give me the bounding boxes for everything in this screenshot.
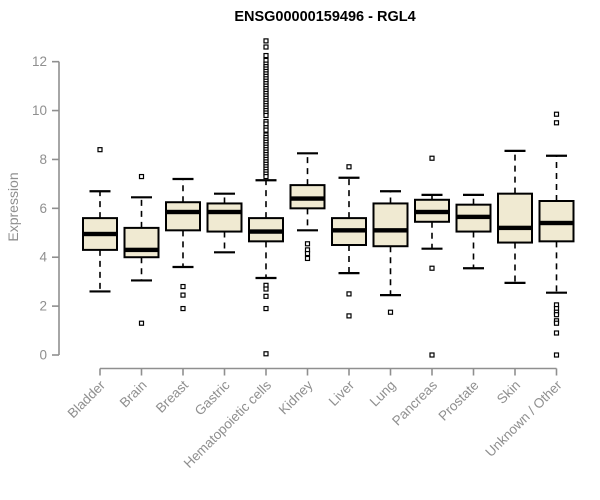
median-line <box>416 209 448 215</box>
x-tick-label: Breast <box>153 377 191 415</box>
outlier-point <box>263 286 269 292</box>
y-tick-label: 4 <box>39 250 47 265</box>
median-line <box>291 196 324 201</box>
outlier-point <box>263 173 269 180</box>
outlier-point <box>346 164 352 170</box>
box <box>372 202 409 248</box>
median-line <box>457 214 490 220</box>
outlier-point <box>429 352 435 358</box>
outlier-point <box>263 351 269 357</box>
median-line <box>208 209 241 215</box>
outlier-point <box>263 305 269 312</box>
outlier-point <box>346 291 352 297</box>
median-line <box>540 220 573 226</box>
outlier-point <box>553 330 560 336</box>
median-line <box>333 228 365 233</box>
box <box>497 192 533 244</box>
x-tick-label: Pancreas <box>389 377 440 428</box>
outlier-point <box>429 265 435 271</box>
outlier-point <box>553 111 560 117</box>
outlier-point <box>263 127 269 133</box>
outlier-point <box>263 52 269 59</box>
box <box>165 201 201 232</box>
outlier-point <box>138 173 145 180</box>
median-line <box>167 209 199 215</box>
x-tick-label: Lung <box>367 378 399 410</box>
outlier-point <box>180 305 186 312</box>
outlier-point <box>263 38 269 44</box>
y-tick-label: 10 <box>32 103 47 118</box>
y-tick-label: 12 <box>32 54 47 69</box>
box <box>206 202 243 233</box>
median-line <box>374 228 407 233</box>
outlier-point <box>263 293 269 299</box>
outlier-point <box>263 44 269 50</box>
outlier-point <box>553 312 560 318</box>
outlier-point <box>553 352 560 358</box>
outlier-point <box>346 313 352 319</box>
y-tick-label: 2 <box>39 299 47 314</box>
outlier-point <box>553 320 560 326</box>
x-tick-label: Bladder <box>65 377 109 421</box>
y-tick-label: 0 <box>39 348 47 363</box>
chart-title: ENSG00000159496 - RGL4 <box>234 9 416 25</box>
box <box>123 226 160 259</box>
outlier-point <box>553 120 560 126</box>
x-tick-label: Unknown / Other <box>482 377 565 460</box>
x-tick-label: Brain <box>117 378 150 411</box>
x-tick-label: Skin <box>494 378 523 407</box>
x-tick-label: Gastric <box>192 377 233 418</box>
outlier-point <box>304 255 311 262</box>
median-line <box>250 229 282 234</box>
outlier-point <box>263 112 269 119</box>
median-line <box>499 225 531 231</box>
outlier-point <box>387 309 394 315</box>
outlier-point <box>180 283 186 290</box>
outlier-point <box>180 292 186 298</box>
y-tick-label: 6 <box>39 201 47 216</box>
x-tick-label: Kidney <box>276 377 316 417</box>
x-tick-label: Liver <box>326 377 358 409</box>
outlier-point <box>138 320 145 326</box>
outlier-point <box>429 155 435 161</box>
median-line <box>125 247 158 253</box>
outlier-point <box>304 241 311 247</box>
outlier-point <box>304 250 311 257</box>
x-tick-label: Prostate <box>435 378 481 424</box>
median-line <box>84 231 116 237</box>
outlier-point <box>97 147 103 153</box>
y-tick-label: 8 <box>39 152 47 167</box>
